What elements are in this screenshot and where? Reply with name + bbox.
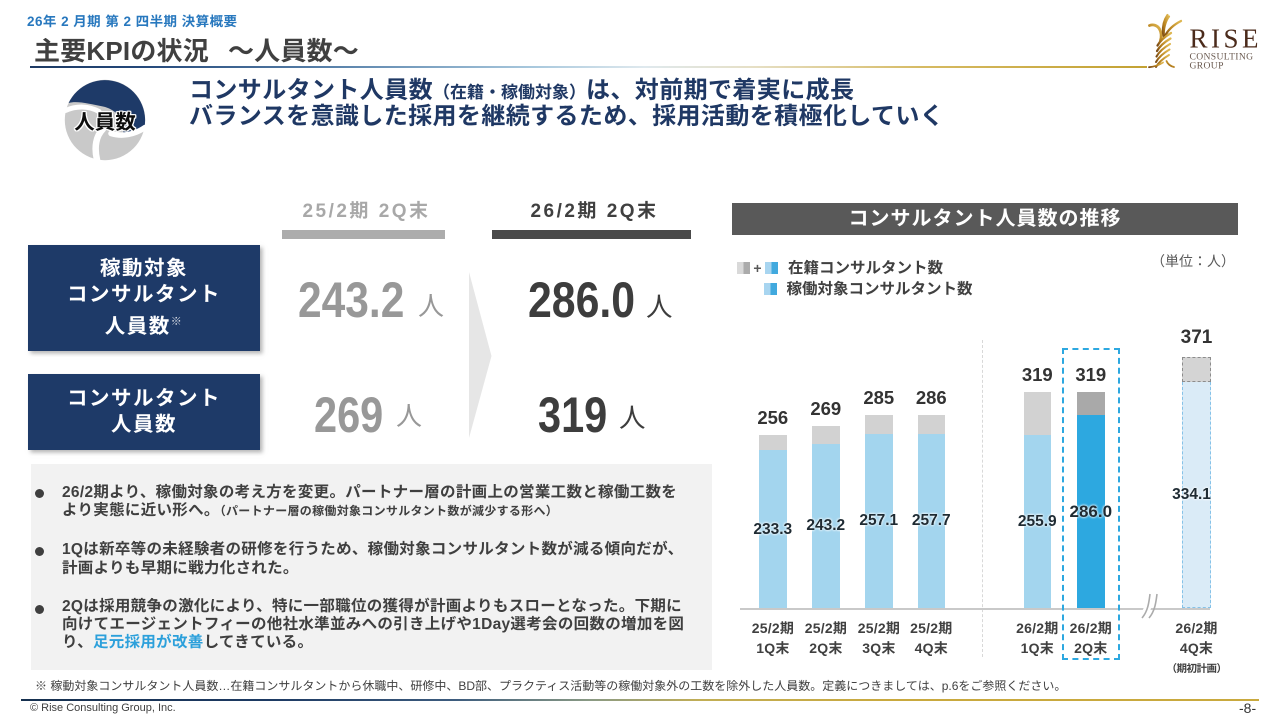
svg-text:CONSULTING: CONSULTING	[1190, 51, 1254, 62]
svg-text:GROUP: GROUP	[1190, 61, 1224, 72]
svg-text:RISE: RISE	[1190, 24, 1263, 54]
